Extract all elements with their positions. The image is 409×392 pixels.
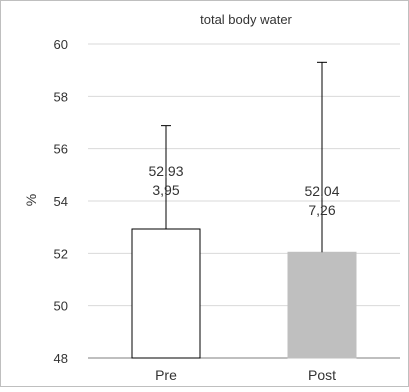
- error-label-pre: 3,95: [152, 182, 179, 198]
- data-labels: 52,93 3,95 52,04 7,26: [148, 163, 339, 218]
- value-label-pre: 52,93: [148, 163, 183, 179]
- y-tick-label-60: 60: [54, 37, 68, 52]
- y-axis-label: %: [23, 194, 39, 206]
- y-tick-label-58: 58: [54, 89, 68, 104]
- y-tick-label-54: 54: [54, 194, 68, 209]
- y-tick-label-52: 52: [54, 246, 68, 261]
- bars: [131, 228, 357, 359]
- y-tick-label-50: 50: [54, 299, 68, 314]
- error-bars: [161, 61, 327, 253]
- bar-post: [287, 251, 357, 359]
- error-label-post: 7,26: [308, 202, 335, 218]
- y-tick-labels: 48 50 52 54 56 58 60: [54, 37, 68, 366]
- chart-title: total body water: [200, 12, 292, 27]
- category-labels: Pre Post: [155, 367, 336, 383]
- y-tick-label-48: 48: [54, 351, 68, 366]
- bar-pre: [131, 228, 201, 359]
- y-tick-label-56: 56: [54, 142, 68, 157]
- category-label-pre: Pre: [155, 367, 177, 383]
- category-label-post: Post: [308, 367, 336, 383]
- value-label-post: 52,04: [304, 183, 339, 199]
